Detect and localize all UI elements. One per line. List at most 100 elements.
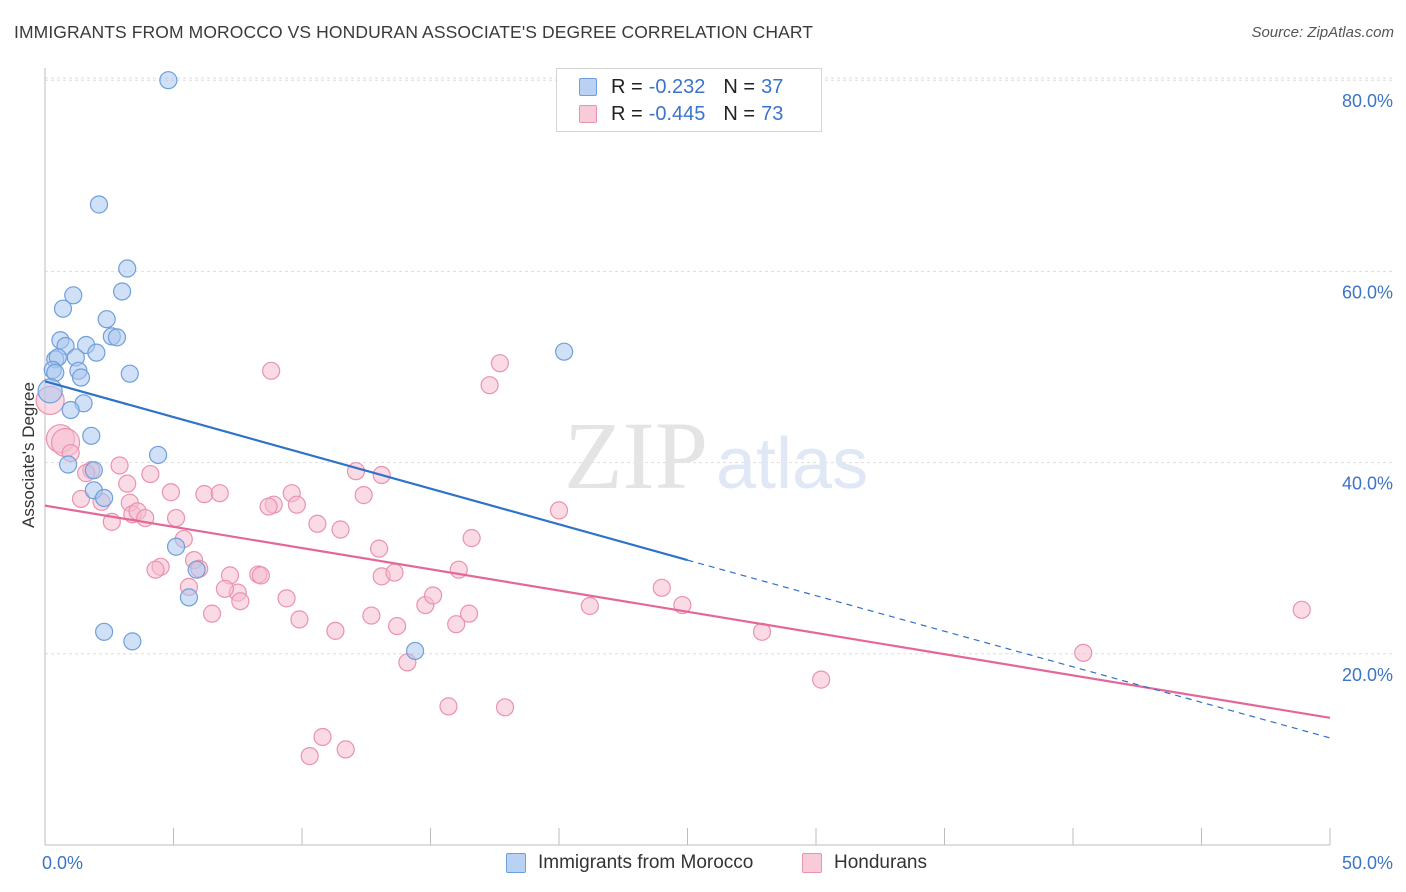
morocco-point	[112, 282, 132, 301]
hondurans-trendline	[44, 504, 1331, 719]
source-credit: Source: ZipAtlas.com	[1251, 24, 1394, 41]
morocco-point	[187, 560, 206, 579]
hondurans-point	[439, 697, 458, 716]
hondurans-point	[290, 610, 309, 629]
trend-layer	[44, 380, 1331, 739]
legend-swatch-blue	[579, 78, 597, 96]
hondurans-point	[490, 354, 509, 373]
morocco-trendline-extension	[687, 559, 1331, 739]
hondurans-point	[385, 563, 404, 582]
legend-label-morocco: Immigrants from Morocco	[538, 852, 754, 873]
legend-r-value: -0.445	[648, 102, 706, 125]
series-legend: Immigrants from Morocco Hondurans	[0, 852, 1406, 878]
hondurans-point	[362, 606, 381, 625]
morocco-trendline	[44, 380, 688, 562]
y-tick-label: 20.0%	[1342, 665, 1393, 685]
hondurans-point	[166, 508, 186, 528]
legend-n-value: 73	[761, 102, 784, 125]
hondurans-point	[326, 621, 345, 640]
hondurans-point	[313, 727, 332, 747]
hondurans-point	[308, 514, 327, 533]
hondurans-point	[146, 560, 165, 579]
morocco-point	[59, 455, 78, 474]
hondurans-point	[110, 456, 129, 475]
morocco-point	[95, 622, 114, 641]
hondurans-point	[462, 529, 481, 548]
morocco-point	[120, 364, 139, 383]
legend-item-hondurans[interactable]: Hondurans	[802, 852, 927, 874]
morocco-point	[89, 195, 109, 214]
stats-legend: R = -0.232 N = 37 R = -0.445 N = 73	[556, 68, 822, 132]
morocco-point	[95, 488, 114, 508]
hondurans-point	[71, 489, 91, 509]
grid-layer	[45, 77, 1392, 655]
legend-r-label: R =	[611, 75, 643, 98]
hondurans-point	[480, 376, 499, 395]
legend-r-label: R =	[611, 102, 643, 125]
legend-n-value: 37	[761, 75, 784, 98]
morocco-point	[84, 461, 103, 480]
hondurans-point	[812, 670, 831, 689]
hondurans-point	[495, 698, 515, 717]
hondurans-point	[459, 604, 479, 623]
hondurans-point	[387, 616, 407, 636]
morocco-point	[71, 368, 91, 387]
hondurans-point	[118, 474, 137, 493]
legend-item-morocco[interactable]: Immigrants from Morocco	[506, 852, 753, 874]
axes-layer	[44, 68, 1331, 846]
x-tick-label: 50.0%	[1342, 853, 1393, 873]
y-tick-label: 80.0%	[1342, 91, 1393, 111]
hondurans-point	[652, 578, 671, 597]
legend-swatch-pink	[802, 853, 822, 873]
morocco-points	[37, 71, 574, 661]
morocco-point	[82, 426, 101, 445]
hondurans-point	[1074, 643, 1093, 662]
hondurans-point	[354, 486, 373, 505]
hondurans-point	[370, 539, 389, 558]
morocco-point	[159, 71, 178, 90]
hondurans-point	[259, 497, 278, 516]
hondurans-point	[331, 520, 350, 539]
y-tick-label: 60.0%	[1342, 282, 1393, 302]
morocco-point	[405, 641, 425, 661]
morocco-point	[118, 259, 137, 278]
hondurans-point	[336, 740, 355, 759]
hondurans-point	[161, 483, 181, 502]
morocco-point	[166, 537, 186, 556]
hondurans-point	[287, 495, 306, 514]
morocco-point	[555, 342, 574, 361]
y-tick-label: 40.0%	[1342, 474, 1393, 494]
legend-n-label: N =	[723, 75, 756, 98]
hondurans-point	[141, 464, 160, 484]
hondurans-point	[277, 589, 296, 608]
hondurans-point	[215, 579, 234, 598]
hondurans-point	[1292, 600, 1311, 619]
tick-labels: 20.0% 40.0% 60.0% 80.0% 0.0% 50.0%	[42, 91, 1393, 873]
morocco-point	[107, 328, 127, 347]
chart-title: IMMIGRANTS FROM MOROCCO VS HONDURAN ASSO…	[14, 22, 814, 42]
morocco-point	[61, 400, 80, 420]
hondurans-point	[210, 484, 229, 503]
hondurans-point	[300, 746, 319, 766]
y-axis-label: Associate's Degree	[19, 382, 38, 528]
hondurans-point	[195, 485, 214, 504]
hondurans-point	[447, 615, 466, 634]
hondurans-point	[251, 566, 270, 585]
hondurans-point	[423, 586, 443, 605]
hondurans-point	[262, 361, 281, 380]
legend-n-label: N =	[723, 102, 756, 125]
morocco-point	[123, 632, 142, 651]
legend-row-morocco: R = -0.232 N = 37	[579, 75, 783, 99]
legend-label-hondurans: Hondurans	[834, 852, 927, 873]
legend-r-value: -0.232	[648, 75, 706, 98]
hondurans-point	[231, 592, 250, 611]
hondurans-point	[580, 596, 599, 616]
legend-swatch-pink	[579, 105, 597, 123]
legend-row-hondurans: R = -0.445 N = 73	[579, 102, 783, 126]
hondurans-point	[202, 604, 222, 623]
morocco-point	[179, 588, 199, 607]
hondurans-point	[549, 501, 569, 520]
legend-swatch-blue	[506, 853, 526, 873]
morocco-point	[64, 286, 83, 305]
